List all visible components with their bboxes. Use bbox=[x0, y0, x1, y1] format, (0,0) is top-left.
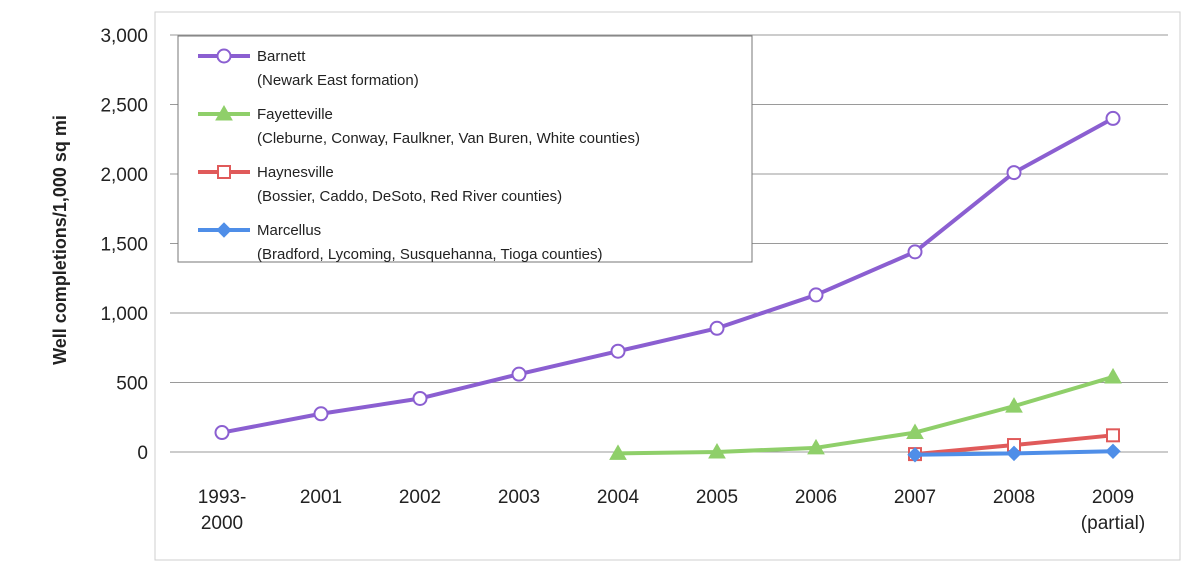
legend-marker bbox=[215, 104, 233, 121]
data-point bbox=[1006, 445, 1022, 462]
y-axis-ticks: 0 500 1,000 1,500 2,000 2,500 3,000 bbox=[100, 26, 148, 464]
x-axis-ticks: 1993-2000 2001 2002 2003 2004 2005 2006 2007 200… bbox=[198, 487, 1146, 534]
y-tick-label: 500 bbox=[116, 374, 148, 395]
data-point bbox=[214, 425, 230, 441]
y-tick-label: 2,000 bbox=[100, 165, 148, 186]
x-tick-label: 1993-2000 bbox=[198, 487, 247, 534]
x-tick-label: 2001 bbox=[300, 487, 342, 508]
y-tick-label: 2,500 bbox=[100, 96, 148, 117]
data-point bbox=[1006, 165, 1022, 181]
data-point bbox=[708, 442, 726, 459]
legend-marker bbox=[217, 165, 231, 179]
x-tick-label: 2004 bbox=[597, 487, 640, 508]
data-point bbox=[609, 444, 627, 460]
legend-marker bbox=[216, 48, 232, 64]
legend-series-subtitle: (Bossier, Caddo, DeSoto, Red River count… bbox=[257, 188, 562, 205]
x-tick-label: 2002 bbox=[399, 487, 441, 508]
series-line bbox=[221, 116, 1114, 435]
x-tick-label: 2007 bbox=[894, 487, 936, 508]
x-tick-label: 2009 (partial) bbox=[1081, 487, 1145, 534]
y-axis-label: Well completions/1,000 sq mi bbox=[50, 115, 70, 365]
x-tick-label: 2008 bbox=[993, 487, 1035, 508]
legend-series-name: Barnett bbox=[257, 48, 306, 65]
legend-series-subtitle: (Bradford, Lycoming, Susquehanna, Tioga … bbox=[257, 246, 602, 263]
legend-series-subtitle: (Cleburne, Conway, Faulkner, Van Buren, … bbox=[257, 130, 640, 147]
legend-item-marcellus: Marcellus (Bradford, Lycoming, Susquehann… bbox=[198, 222, 602, 263]
x-tick-label: 2005 bbox=[696, 487, 738, 508]
y-tick-label: 1,500 bbox=[100, 235, 148, 256]
series-line bbox=[617, 375, 1114, 456]
data-point bbox=[1104, 367, 1122, 384]
data-point bbox=[808, 287, 824, 303]
series-fayetteville bbox=[609, 367, 1122, 460]
y-tick-label: 0 bbox=[137, 443, 148, 464]
data-point bbox=[906, 423, 924, 440]
series-barnett bbox=[214, 110, 1121, 441]
data-point bbox=[1105, 443, 1121, 460]
legend-item-barnett: Barnett (Newark East formation) bbox=[198, 48, 419, 89]
data-point bbox=[412, 390, 428, 406]
legend: Barnett (Newark East formation) Fayettevil… bbox=[177, 35, 753, 263]
series-layer bbox=[214, 110, 1122, 463]
data-point bbox=[907, 447, 923, 463]
data-point bbox=[610, 343, 626, 359]
x-tick-label: 2006 bbox=[795, 487, 837, 508]
legend-item-haynesville: Haynesville (Bossier, Caddo, DeSoto, Red … bbox=[198, 164, 562, 205]
data-point bbox=[1106, 428, 1120, 443]
data-point bbox=[313, 406, 329, 422]
legend-series-name: Haynesville bbox=[257, 164, 334, 181]
data-point bbox=[907, 244, 923, 260]
data-point bbox=[1005, 397, 1023, 413]
legend-item-fayetteville: Fayetteville (Cleburne, Conway, Faulkner,… bbox=[198, 104, 640, 147]
chart-frame bbox=[154, 11, 1181, 561]
legend-series-subtitle: (Newark East formation) bbox=[257, 72, 419, 89]
data-point bbox=[807, 438, 825, 455]
x-tick-label: 2003 bbox=[498, 487, 540, 508]
legend-box bbox=[177, 35, 753, 263]
series-marcellus bbox=[907, 443, 1121, 463]
legend-series-name: Marcellus bbox=[257, 222, 321, 239]
y-tick-label: 1,000 bbox=[100, 304, 148, 325]
legend-marker bbox=[216, 222, 232, 238]
data-point bbox=[511, 366, 527, 382]
y-tick-label: 3,000 bbox=[100, 26, 148, 47]
data-point bbox=[709, 320, 725, 336]
data-point bbox=[1105, 110, 1121, 126]
legend-series-name: Fayetteville bbox=[257, 106, 333, 123]
